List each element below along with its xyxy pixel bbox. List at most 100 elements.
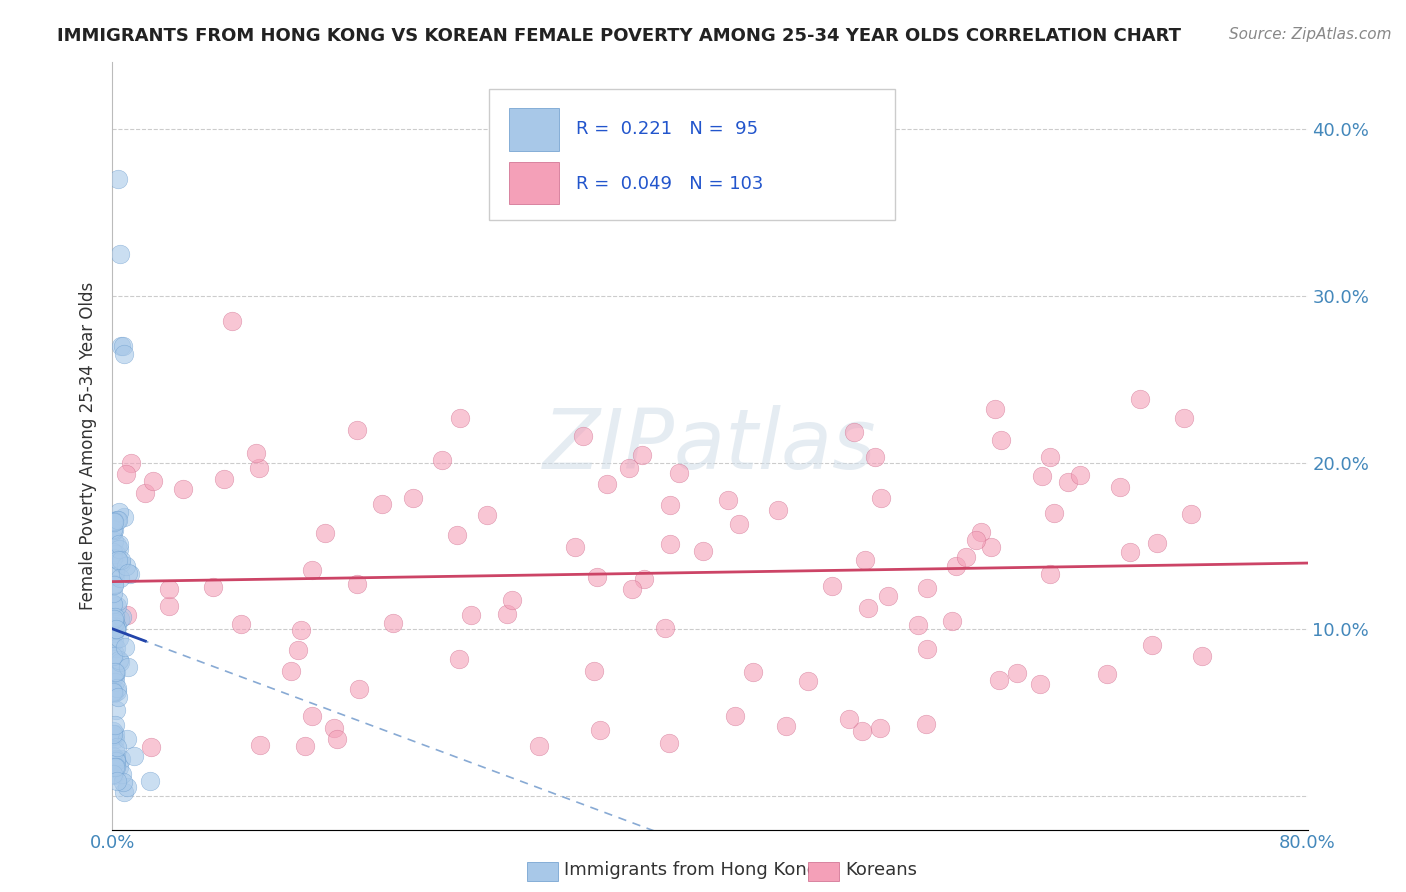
Point — [103, 768, 125, 782]
Text: Immigrants from Hong Kong: Immigrants from Hong Kong — [564, 861, 818, 879]
Point — [103, 515, 125, 529]
Point — [325, 731, 347, 746]
Point — [103, 685, 125, 699]
Point — [915, 716, 938, 731]
Point — [103, 727, 125, 741]
Point — [965, 533, 987, 547]
Point — [105, 513, 128, 527]
Point — [212, 471, 235, 485]
Point — [617, 461, 640, 475]
Point — [496, 607, 519, 621]
Point — [117, 731, 139, 746]
Point — [280, 664, 302, 678]
Point — [110, 553, 132, 567]
Point — [105, 681, 128, 695]
Point — [851, 724, 873, 739]
Point — [103, 577, 125, 591]
Point — [110, 571, 132, 585]
Point — [103, 533, 125, 548]
Point — [103, 724, 125, 739]
Point — [475, 508, 498, 523]
Point — [110, 556, 132, 570]
Point — [103, 551, 125, 566]
Point — [572, 429, 595, 443]
Bar — [509, 162, 560, 204]
Text: Source: ZipAtlas.com: Source: ZipAtlas.com — [1229, 27, 1392, 42]
Point — [108, 655, 131, 669]
Point — [105, 538, 128, 552]
Point — [104, 703, 127, 717]
Point — [172, 482, 194, 496]
Point — [432, 453, 454, 467]
Y-axis label: Female Poverty Among 25-34 Year Olds: Female Poverty Among 25-34 Year Olds — [79, 282, 97, 610]
Point — [842, 425, 865, 439]
Point — [853, 553, 876, 567]
Point — [630, 448, 652, 462]
Point — [139, 774, 162, 789]
Point — [103, 718, 125, 732]
Point — [870, 491, 893, 505]
Point — [157, 599, 180, 613]
Point — [104, 669, 127, 683]
Point — [1095, 666, 1118, 681]
Point — [104, 647, 127, 661]
Point — [103, 586, 125, 600]
Point — [105, 740, 128, 755]
Point — [107, 172, 129, 186]
Point — [245, 446, 267, 460]
Bar — [509, 109, 560, 151]
Point — [134, 486, 156, 500]
Point — [1109, 480, 1132, 494]
Point — [104, 760, 127, 774]
Text: IMMIGRANTS FROM HONG KONG VS KOREAN FEMALE POVERTY AMONG 25-34 YEAR OLDS CORRELA: IMMIGRANTS FROM HONG KONG VS KOREAN FEMA… — [56, 27, 1181, 45]
Point — [110, 339, 132, 353]
Point — [107, 514, 129, 528]
Point — [654, 621, 676, 635]
Point — [858, 600, 880, 615]
Point — [103, 626, 125, 640]
Point — [104, 743, 127, 757]
Point — [105, 753, 128, 767]
Point — [988, 673, 1011, 687]
Point — [1039, 566, 1062, 581]
Point — [104, 547, 127, 561]
Point — [104, 665, 127, 679]
Point — [103, 619, 125, 633]
Point — [120, 456, 142, 470]
Point — [797, 673, 820, 688]
Point — [449, 651, 471, 665]
Point — [717, 492, 740, 507]
Point — [105, 754, 128, 768]
Point — [111, 339, 134, 353]
Point — [108, 505, 131, 519]
Point — [117, 566, 139, 580]
Point — [103, 597, 125, 611]
Point — [105, 620, 128, 634]
Point — [104, 615, 127, 629]
Point — [114, 640, 136, 654]
Point — [103, 522, 125, 536]
Point — [108, 247, 131, 261]
Point — [103, 612, 125, 626]
Point — [105, 684, 128, 698]
Point — [876, 589, 898, 603]
Point — [111, 775, 134, 789]
Point — [301, 709, 323, 723]
Point — [202, 580, 225, 594]
Point — [371, 498, 394, 512]
Point — [1191, 648, 1213, 663]
Point — [659, 498, 682, 512]
Point — [157, 582, 180, 596]
Point — [108, 653, 131, 667]
Point — [107, 760, 129, 774]
Point — [1173, 411, 1195, 425]
Point — [247, 461, 270, 475]
Point — [1146, 536, 1168, 550]
Point — [115, 467, 138, 481]
Point — [945, 558, 967, 573]
Point — [728, 517, 751, 532]
Point — [633, 572, 655, 586]
Point — [103, 686, 125, 700]
Point — [741, 665, 763, 680]
Point — [105, 622, 128, 636]
